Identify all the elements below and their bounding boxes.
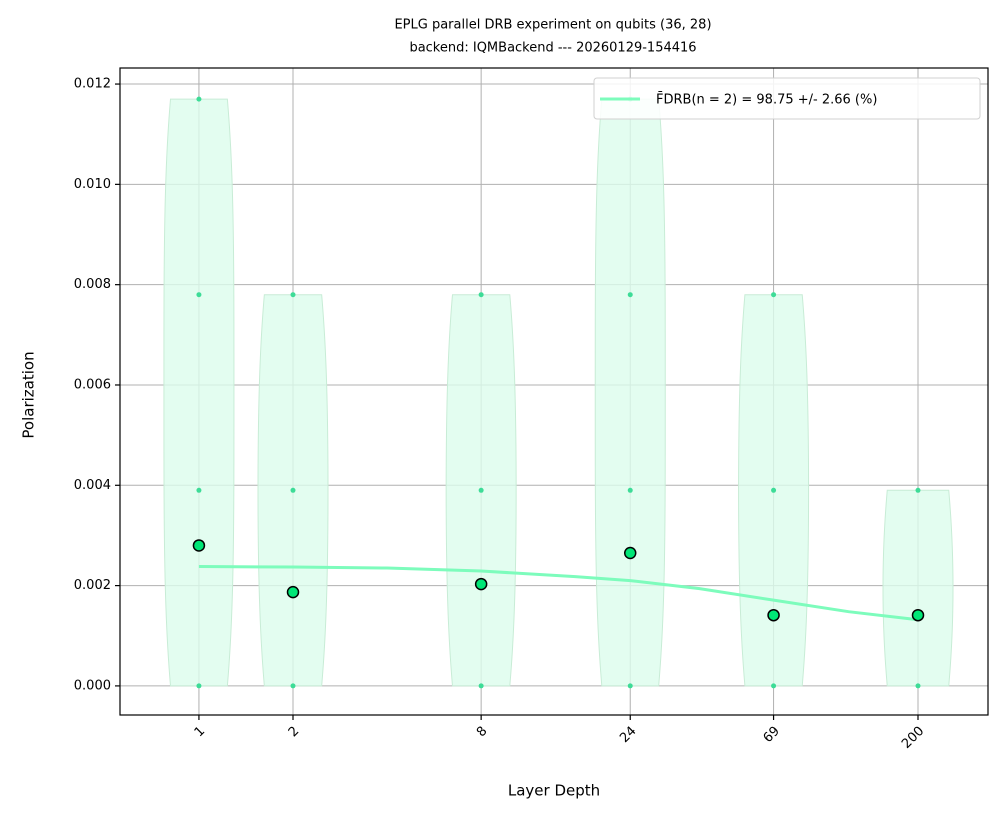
y-tick-label: 0.004 bbox=[74, 478, 111, 493]
sample-point bbox=[478, 487, 484, 493]
mean-point bbox=[474, 577, 488, 591]
x-tick-label: 1 bbox=[192, 724, 208, 740]
mean-point bbox=[767, 608, 780, 622]
sample-point bbox=[771, 487, 777, 493]
sample-point bbox=[627, 292, 633, 298]
x-tick-label: 24 bbox=[617, 724, 639, 746]
sample-point bbox=[478, 683, 484, 689]
x-tick-label: 8 bbox=[474, 724, 490, 740]
x-tick-label: 69 bbox=[761, 724, 783, 746]
y-tick-label: 0.002 bbox=[74, 578, 111, 593]
x-tick-label: 200 bbox=[899, 724, 927, 752]
x-tick-label: 2 bbox=[286, 724, 302, 740]
sample-point bbox=[196, 292, 202, 298]
chart-title: EPLG parallel DRB experiment on qubits (… bbox=[394, 18, 711, 33]
x-axis-label: Layer Depth bbox=[508, 782, 600, 800]
legend-box bbox=[593, 77, 981, 120]
y-tick-label: 0.008 bbox=[74, 277, 111, 292]
chart-subtitle: backend: IQMBackend --- 20260129-154416 bbox=[409, 41, 696, 56]
y-tick-label: 0.000 bbox=[74, 678, 111, 693]
sample-point bbox=[627, 683, 633, 689]
mean-point bbox=[192, 539, 206, 552]
violin bbox=[882, 489, 954, 687]
y-axis-label: Polarization bbox=[20, 351, 38, 438]
y-tick-label: 0.010 bbox=[74, 177, 111, 192]
sample-point bbox=[290, 487, 296, 493]
fit-line bbox=[198, 565, 919, 622]
sample-point bbox=[290, 683, 296, 689]
sample-point bbox=[478, 292, 484, 298]
sample-point bbox=[196, 96, 202, 102]
mean-point bbox=[623, 546, 637, 560]
sample-point bbox=[915, 487, 921, 493]
sample-point bbox=[915, 683, 921, 689]
sample-point bbox=[627, 487, 633, 493]
sample-point bbox=[196, 487, 202, 493]
legend: F̄DRB(n = 2) = 98.75 +/- 2.66 (%) bbox=[593, 77, 981, 120]
sample-point bbox=[196, 683, 202, 689]
violin bbox=[163, 98, 235, 687]
mean-point bbox=[911, 608, 925, 622]
plot-frame bbox=[119, 67, 989, 716]
sample-point bbox=[290, 292, 296, 298]
y-tick-label: 0.012 bbox=[74, 77, 111, 92]
violin bbox=[594, 98, 666, 687]
legend-label: F̄DRB(n = 2) = 98.75 +/- 2.66 (%) bbox=[656, 92, 877, 107]
sample-point bbox=[771, 683, 777, 689]
y-tick-label: 0.006 bbox=[74, 377, 111, 392]
sample-point bbox=[771, 292, 777, 298]
mean-point bbox=[286, 585, 300, 599]
